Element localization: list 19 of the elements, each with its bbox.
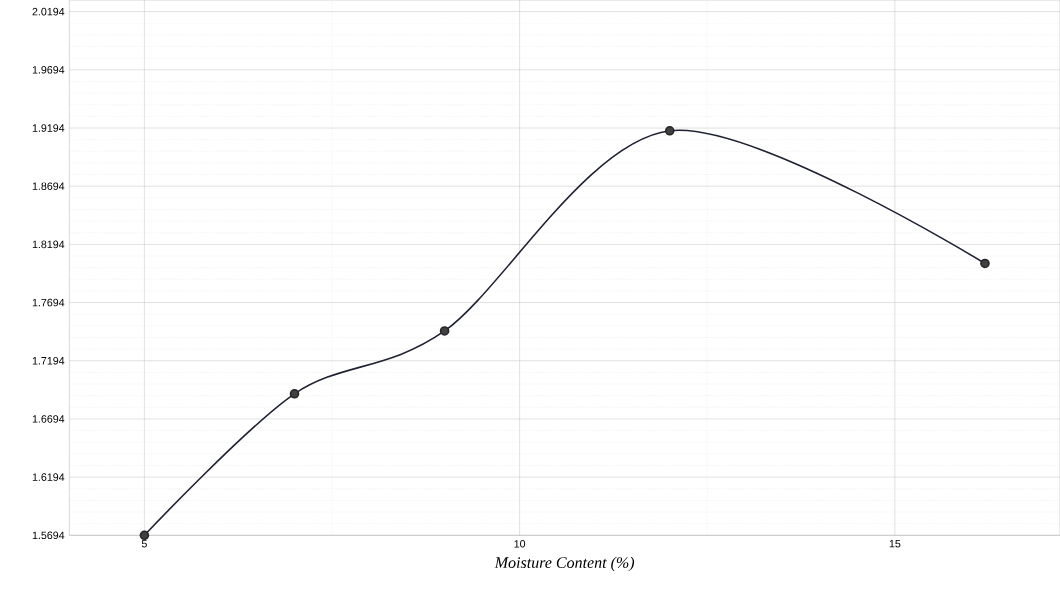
point	[439, 326, 450, 336]
y-tick-label: 2.0194	[32, 7, 65, 16]
x-tick-label: 5	[141, 540, 147, 548]
y-tick-label: 1.7694	[32, 298, 65, 307]
point	[139, 530, 150, 541]
y-tick-label: 1.6694	[32, 415, 65, 423]
y-tick-label: 1.9194	[32, 124, 65, 132]
y-tick-label: 1.7194	[32, 356, 65, 365]
x-tick-label: 10	[514, 540, 526, 548]
y-tick-label: 1.8694	[32, 182, 65, 190]
y-tick-label: 1.9694	[32, 66, 65, 74]
y-tick-label: 1.8194	[32, 240, 65, 249]
y-tick-label: 1.5694	[32, 531, 65, 540]
point	[980, 258, 990, 269]
point	[289, 389, 300, 399]
x-axis-title: Moisture Content (%)	[494, 556, 635, 572]
point	[664, 126, 675, 136]
y-tick-label: 1.6194	[32, 473, 65, 481]
x-tick-label: 15	[889, 540, 901, 548]
